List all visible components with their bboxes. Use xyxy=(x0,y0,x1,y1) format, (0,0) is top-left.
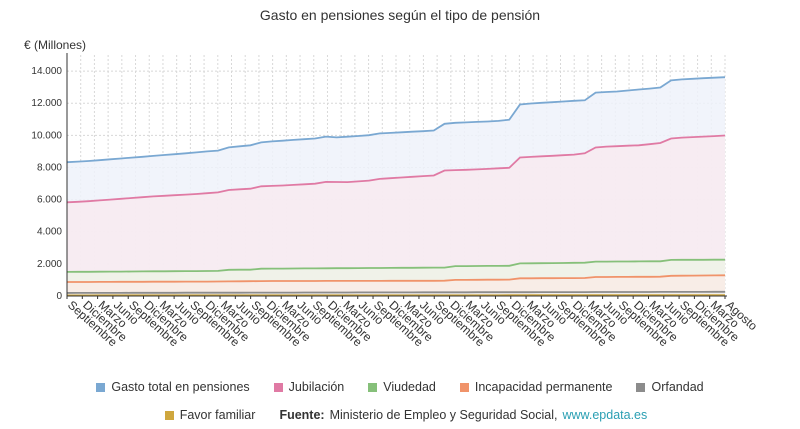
legend-label: Jubilación xyxy=(288,380,345,394)
series-line xyxy=(66,76,726,164)
y-axis-unit-label: € (Millones) xyxy=(24,38,87,52)
legend-label: Viudedad xyxy=(383,380,436,394)
series-area xyxy=(67,135,725,296)
series-area xyxy=(67,275,725,296)
source-link[interactable]: www.epdata.es xyxy=(562,408,648,422)
legend-item[interactable]: Incapacidad permanente xyxy=(459,380,613,394)
y-tick-label: 10.000 xyxy=(31,130,62,141)
legend-item[interactable]: Viudedad xyxy=(368,380,436,394)
y-tick-label: 14.000 xyxy=(31,66,62,77)
y-tick-label: 2.000 xyxy=(37,259,62,270)
y-tick-label: 12.000 xyxy=(31,98,62,109)
legend-row: Gasto total en pensiones Jubilación Viuded… xyxy=(0,378,800,396)
source-text: Ministerio de Empleo y Seguridad Social, xyxy=(329,408,558,422)
legend-item[interactable]: Favor familiar xyxy=(164,408,256,422)
chart-plot: 02.0004.0006.0008.00010.00012.00014.000S… xyxy=(31,53,760,350)
source-label: Fuente: xyxy=(279,408,325,422)
y-tick-label: 4.000 xyxy=(37,227,62,238)
legend-swatch xyxy=(459,382,469,392)
series-line xyxy=(66,134,726,204)
series-areas xyxy=(67,77,725,296)
series-lines xyxy=(66,76,726,297)
legend-label: Gasto total en pensiones xyxy=(111,380,250,394)
legend-swatch xyxy=(164,410,174,420)
legend-item[interactable]: Gasto total en pensiones xyxy=(96,380,250,394)
chart-legend: Gasto total en pensiones Jubilación Viuded… xyxy=(0,378,800,424)
chart-title: Gasto en pensiones según el tipo de pens… xyxy=(259,7,541,23)
legend-row: Favor familiar Fuente: Ministerio de Emp… xyxy=(0,406,800,424)
legend-label: Favor familiar xyxy=(179,408,256,422)
y-tick-label: 8.000 xyxy=(37,162,62,173)
y-tick-label: 0 xyxy=(56,291,62,302)
legend-swatch xyxy=(96,382,106,392)
legend-swatch xyxy=(368,382,378,392)
legend-label: Orfandad xyxy=(651,380,704,394)
series-line xyxy=(66,290,725,294)
series-line xyxy=(66,274,726,283)
legend-item[interactable]: Orfandad xyxy=(636,380,704,394)
legend-item[interactable]: Jubilación xyxy=(273,380,345,394)
y-tick-label: 6.000 xyxy=(37,195,62,206)
source-note: Fuente: Ministerio de Empleo y Seguridad… xyxy=(279,408,647,422)
legend-label: Incapacidad permanente xyxy=(474,380,613,394)
series-line xyxy=(66,258,725,273)
legend-swatch xyxy=(273,382,283,392)
legend-swatch xyxy=(636,382,646,392)
